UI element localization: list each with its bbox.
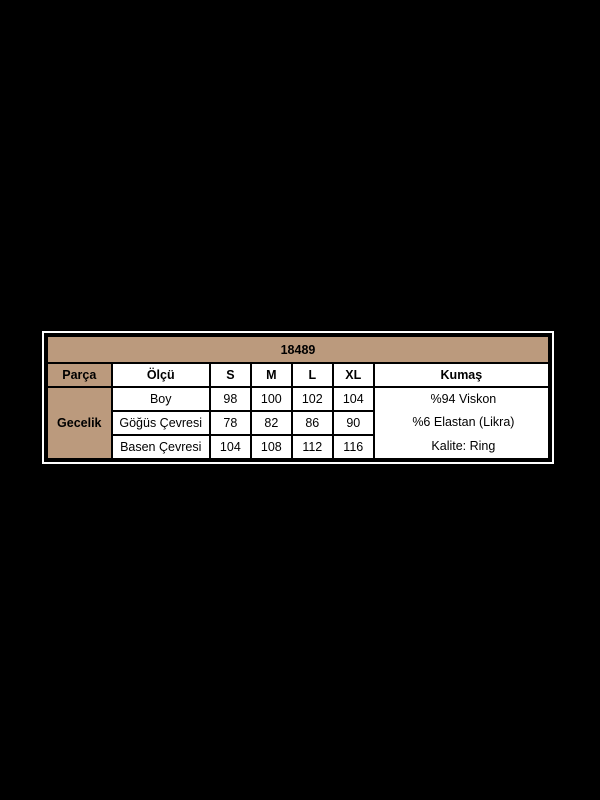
table-row-gogus: Göğüs Çevresi 78 82 86 90 — [46, 410, 550, 436]
fabric-line-viskon: %94 Viskon — [430, 392, 497, 407]
size-value-l: 86 — [290, 410, 334, 436]
table-row-boy: Gecelik Boy 98 100 102 104 %94 Viskon %6… — [45, 386, 552, 461]
size-chart-frame: 18489 Parça Ölçü S M L XL Kumaş Gecelik … — [42, 331, 554, 464]
fabric-lines: %94 Viskon %6 Elastan (Likra) Kalite: Ri… — [376, 389, 548, 458]
title-row: 18489 — [45, 334, 551, 364]
fabric-line-elastan: %6 Elastan (Likra) — [412, 415, 515, 430]
size-value-s: 98 — [208, 386, 252, 412]
size-value-xl: 90 — [331, 410, 375, 436]
measure-label: Basen Çevresi — [110, 434, 211, 461]
measure-label: Boy — [110, 386, 211, 412]
size-value-m: 100 — [249, 386, 293, 412]
fabric-info-cell: %94 Viskon %6 Elastan (Likra) Kalite: Ri… — [372, 386, 552, 461]
size-chart-table: 18489 Parça Ölçü S M L XL Kumaş Gecelik … — [44, 333, 552, 462]
col-header-measure: Ölçü — [110, 362, 211, 388]
table-row-basen: Basen Çevresi 104 108 112 116 — [46, 434, 550, 461]
col-header-size-s: S — [208, 362, 252, 388]
col-header-part: Parça — [45, 362, 113, 388]
size-value-xl: 116 — [331, 434, 375, 461]
column-header-row: Parça Ölçü S M L XL Kumaş — [45, 362, 552, 388]
size-value-l: 102 — [290, 386, 334, 412]
size-value-l: 112 — [290, 434, 334, 461]
measure-label: Göğüs Çevresi — [110, 410, 211, 436]
fabric-line-kalite: Kalite: Ring — [431, 438, 496, 453]
size-value-s: 78 — [208, 410, 252, 436]
size-value-m: 108 — [249, 434, 293, 461]
col-header-fabric: Kumaş — [372, 362, 552, 388]
size-value-m: 82 — [249, 410, 293, 436]
part-name-cell: Gecelik — [45, 386, 113, 461]
size-value-s: 104 — [208, 434, 252, 461]
product-code: 18489 — [45, 334, 551, 364]
col-header-size-m: M — [249, 362, 293, 388]
col-header-size-xl: XL — [331, 362, 375, 388]
col-header-size-l: L — [290, 362, 334, 388]
size-value-xl: 104 — [331, 386, 375, 412]
